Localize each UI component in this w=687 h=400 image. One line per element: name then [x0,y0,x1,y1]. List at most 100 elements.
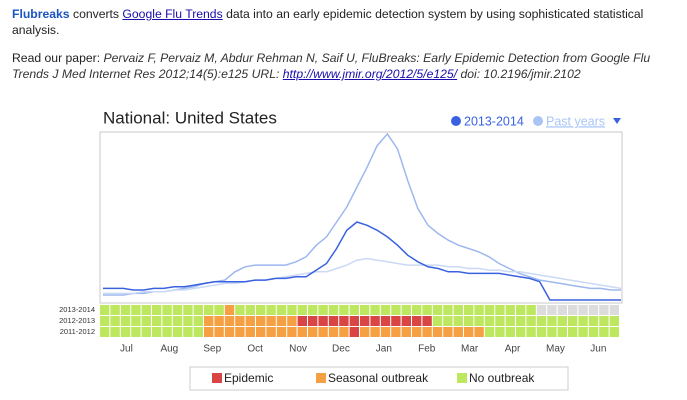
heat-cell [276,316,287,326]
heat-cell [276,327,287,337]
heat-cell [120,305,131,315]
heat-cell [224,327,235,337]
heat-cell [412,305,422,315]
heat-cell [380,316,391,326]
heat-cell [422,327,432,337]
heat-cell [276,305,287,315]
text: data into an early epidemic detection sy… [12,7,644,37]
legend-label: No outbreak [469,371,535,385]
heat-cell [568,327,578,337]
heat-cell [110,305,120,315]
legend-label: Seasonal outbreak [328,371,429,385]
heat-cell [318,305,328,315]
heat-cell [308,327,318,337]
heat-cell [235,327,245,337]
heat-cell [505,305,515,315]
heat-cell [609,327,619,337]
heat-cell [360,316,370,326]
heat-cell [464,305,474,315]
heat-cell [131,305,141,315]
heat-cell [256,316,266,326]
heat-cell [266,316,276,326]
legend-swatch [212,373,222,383]
heat-cell [391,327,401,337]
plot-frame [99,131,623,304]
heat-cell [172,316,183,326]
heat-cell [110,316,120,326]
heat-cell [131,327,141,337]
heat-cell [536,305,547,315]
heat-cell [474,316,484,326]
heat-cell [172,305,183,315]
heat-cell [193,305,203,315]
link[interactable]: Google Flu Trends [122,7,223,21]
line [103,257,622,295]
dropdown-arrow[interactable] [613,118,621,124]
heat-cell [391,316,401,326]
heat-cell [152,327,162,337]
legend-dot [533,116,543,126]
link[interactable]: http://www.jmir.org/2012/5/e125/ [282,67,458,81]
heat-cell [162,327,172,337]
heat-cell [526,327,536,337]
heat-cell [516,316,526,326]
heat-cell [516,305,526,315]
heat-cell [526,305,536,315]
heat-cell [380,327,391,337]
paper: Read our paper: Pervaiz F, Pervaiz M, Ab… [12,50,680,82]
x-tick-label: Feb [418,344,436,355]
heat-cell [266,327,276,337]
row-label: 2011-2012 [60,327,95,336]
heat-cell [318,327,328,337]
heat-cell [484,316,495,326]
heat-cell [422,305,432,315]
heat-cell [370,327,380,337]
x-tick-label: Nov [289,344,307,355]
heat-cell [432,327,443,337]
heat-cell [152,305,162,315]
x-tick-label: Apr [505,344,521,355]
heat-cell [401,316,411,326]
brand[interactable]: Flubreaks [12,7,70,21]
heat-cell [141,305,151,315]
heat-cell [100,327,110,337]
heat-cell [349,305,359,315]
heat-cell [484,305,495,315]
heat-cell [432,316,443,326]
heat-cell [318,316,328,326]
x-tick-label: Dec [332,344,350,355]
heat-cell [464,316,474,326]
heat-cell [297,305,307,315]
heat-cell [505,316,515,326]
heat-cell [568,316,578,326]
heat-cell [588,316,599,326]
heat-cell [328,305,339,315]
heatmap-legend [189,366,569,391]
heat-cell [214,316,224,326]
heat-cell [609,305,619,315]
legend-label[interactable]: Past years [546,114,605,128]
heat-cell [536,327,547,337]
heat-cell [152,316,162,326]
heat-cell [536,316,547,326]
heat-cell [110,327,120,337]
x-tick-label: Jul [120,344,133,355]
heat-cell [141,316,151,326]
heat-cell [599,305,609,315]
legend-label: Epidemic [224,371,273,385]
heat-cell [162,305,172,315]
line [103,132,621,296]
heat-cell [245,316,255,326]
heat-cell [193,327,203,337]
heat-cell [256,305,266,315]
x-tick-label: Mar [461,344,479,355]
row-label: 2013-2014 [59,305,95,314]
legend-swatch [457,373,467,383]
heat-cell [547,305,557,315]
heat-cell [120,327,131,337]
heat-cell [495,305,505,315]
heat-cell [547,316,557,326]
x-tick-label: May [546,344,565,355]
